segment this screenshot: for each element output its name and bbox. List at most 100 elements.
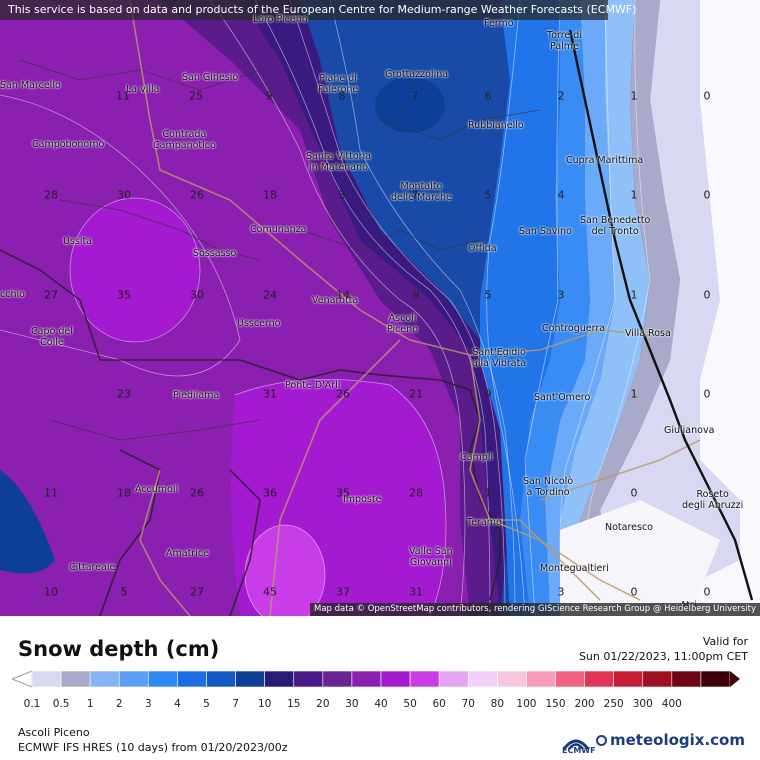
place-label: Giulianova xyxy=(664,425,715,436)
ecmwf-logo-text: ECMWF xyxy=(562,746,596,755)
scale-tick-label: 400 xyxy=(661,698,682,710)
grid-value: 5 xyxy=(484,188,492,202)
grid-value: 28 xyxy=(409,486,423,500)
scale-tick-label: 250 xyxy=(603,698,624,710)
model-run-info: ECMWF IFS HRES (10 days) from 01/20/2023… xyxy=(18,741,288,754)
grid-value: 1 xyxy=(630,387,638,401)
grid-value: 45 xyxy=(263,585,277,599)
grid-value: 9 xyxy=(412,288,420,302)
scale-tick-label: 7 xyxy=(232,698,239,710)
grid-value: 4 xyxy=(557,188,565,202)
place-label: San Benedetto del Tronto xyxy=(580,215,651,237)
place-label: Rubbianello xyxy=(468,120,524,131)
grid-value: 35 xyxy=(336,486,350,500)
grid-value: 21 xyxy=(409,387,423,401)
grid-value: 26 xyxy=(336,387,350,401)
grid-value: 10 xyxy=(44,585,58,599)
ecmwf-logo-icon xyxy=(562,739,590,750)
place-label: Notaresco xyxy=(605,522,653,533)
place-label: Villa Rosa xyxy=(625,328,671,339)
place-label: Piedilama xyxy=(173,390,220,401)
grid-value: 18 xyxy=(117,486,131,500)
scale-tick-label: 15 xyxy=(287,698,301,710)
scale-swatch xyxy=(497,670,527,688)
grid-value: 7 xyxy=(411,188,419,202)
scale-swatch xyxy=(206,670,236,688)
scale-tick-label: 10 xyxy=(257,698,272,710)
grid-value: 25 xyxy=(189,89,203,103)
place-label: Contrada Campanotico xyxy=(153,129,216,151)
scale-tick-label: 70 xyxy=(461,698,475,710)
place-label: Loro Piceno xyxy=(253,14,308,25)
valid-date: Sun 01/22/2023, 11:00pm CET xyxy=(578,650,748,663)
scale-tick-label: 2 xyxy=(115,698,123,710)
grid-value: 9 xyxy=(265,89,273,103)
grid-value: 31 xyxy=(263,387,277,401)
place-label: Offida xyxy=(468,243,497,254)
place-label: Usscerno xyxy=(237,318,281,329)
scale-tick-label: 200 xyxy=(574,698,595,710)
scale-tick-label: 80 xyxy=(490,698,505,710)
place-label: Cittareale xyxy=(69,562,116,573)
scale-swatch xyxy=(351,670,382,688)
scale-tick-label: 300 xyxy=(632,698,653,710)
scale-swatch xyxy=(293,670,324,688)
grid-value: 23 xyxy=(117,387,131,401)
scale-swatch xyxy=(118,670,149,688)
place-label: Montalto delle Marche xyxy=(391,181,452,203)
place-label: Sant'Egidio alla Vibrata xyxy=(472,347,527,369)
scale-swatch xyxy=(555,670,585,688)
scale-swatch xyxy=(148,670,178,688)
grid-value: 18 xyxy=(263,188,277,202)
snow-depth-map[interactable]: This service is based on data and produc… xyxy=(0,0,760,616)
place-label: San Marcello xyxy=(0,80,61,91)
scale-tick-label: 0.1 xyxy=(23,698,41,710)
scale-tick-label: 0.5 xyxy=(52,698,70,710)
grid-value: 11 xyxy=(116,89,130,103)
place-label: Valle San Giovanni xyxy=(409,546,453,568)
grid-value: 8 xyxy=(338,89,346,103)
scale-tick-label: 20 xyxy=(316,698,330,710)
grid-value: 31 xyxy=(409,585,423,599)
scale-swatch xyxy=(409,670,440,688)
scale-tick-label: 5 xyxy=(203,698,210,710)
place-label: Ponte D'Arli xyxy=(285,380,341,391)
scale-swatch xyxy=(264,670,295,688)
grid-value: 2 xyxy=(557,89,565,103)
scale-max-arrow xyxy=(730,671,740,687)
place-label: Santa Vittoria in Matenano xyxy=(306,151,371,173)
scale-swatch xyxy=(700,670,731,688)
scale-tick-label: 40 xyxy=(374,698,388,710)
scale-swatch xyxy=(89,670,120,688)
scale-swatch xyxy=(671,670,702,688)
scale-swatch xyxy=(584,670,614,688)
valid-for-label: Valid for xyxy=(702,635,748,648)
meteologix-brand[interactable]: meteologix.com xyxy=(610,731,745,749)
scale-tick-label: 150 xyxy=(545,698,566,710)
scale-swatch xyxy=(438,670,469,688)
place-label: cchio xyxy=(0,289,25,300)
place-label: Imposte xyxy=(343,494,382,505)
place-label: Grottazzolina xyxy=(385,69,449,80)
map-attribution: Map data © OpenStreetMap contributors, r… xyxy=(310,603,760,616)
scale-swatch xyxy=(380,670,411,688)
place-label: Cupra Marittima xyxy=(566,155,644,166)
grid-value: 26 xyxy=(190,188,204,202)
place-label: Controguerra xyxy=(542,323,606,334)
grid-value: 28 xyxy=(44,188,58,202)
grid-value: 3 xyxy=(557,288,565,302)
grid-value: 1 xyxy=(630,288,638,302)
scale-min-arrow xyxy=(12,670,33,688)
grid-value: 30 xyxy=(117,188,131,202)
grid-value: 0 xyxy=(703,387,711,401)
map-title: Snow depth (cm) xyxy=(18,637,220,661)
grid-value: 14 xyxy=(336,288,350,302)
grid-value: 36 xyxy=(263,486,277,500)
place-label: Roseto degli Abruzzi xyxy=(682,489,744,511)
grid-value: 3 xyxy=(557,585,565,599)
grid-value: 9 xyxy=(484,387,492,401)
grid-value: 27 xyxy=(44,288,58,302)
scale-swatch xyxy=(613,670,644,688)
grid-value: 27 xyxy=(190,585,204,599)
scale-swatch xyxy=(642,670,673,688)
